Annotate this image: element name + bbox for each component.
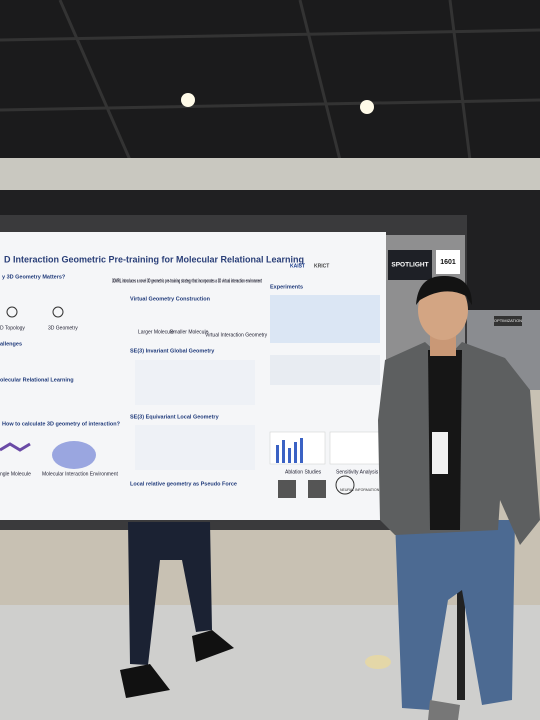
label: Sensitivity Analysis xyxy=(336,469,379,475)
heading: y 3D Geometry Matters? xyxy=(2,274,66,280)
heading: SE(3) Invariant Global Geometry xyxy=(130,348,215,354)
heading: Experiments xyxy=(270,284,303,290)
badge-text: SPOTLIGHT xyxy=(391,262,428,269)
figures xyxy=(0,295,381,498)
label: 3D Geometry xyxy=(48,325,78,331)
heading: allenges xyxy=(0,341,22,347)
visitor-legs xyxy=(120,522,234,698)
sign-text: OPTIMIZATION xyxy=(494,318,522,323)
heading: How to calculate 3D geometry of interact… xyxy=(2,421,121,427)
label: Ablation Studies xyxy=(285,469,322,475)
heading: SE(3) Equivariant Local Geometry xyxy=(130,414,220,420)
sign xyxy=(494,316,522,326)
number-box xyxy=(436,250,460,274)
presenter xyxy=(378,275,540,720)
label: ngle Molecule xyxy=(0,471,31,477)
heading: Local relative geometry as Pseudo Force xyxy=(130,481,237,487)
beam xyxy=(0,158,540,190)
spotlight-badge xyxy=(388,250,432,280)
ceiling xyxy=(0,0,540,160)
logo: KAIST xyxy=(290,263,305,269)
poster-number: 1601 xyxy=(440,259,456,266)
label: Molecular Interaction Environment xyxy=(42,471,118,477)
intro: 3DMRL introduces a novel 3D geometric pr… xyxy=(112,278,262,284)
ceiling-truss xyxy=(0,0,540,161)
floor-mark xyxy=(365,655,391,669)
poster-title: D Interaction Geometric Pre-training for… xyxy=(4,254,304,264)
heading: olecular Relational Learning xyxy=(0,377,74,383)
heading: Virtual Geometry Construction xyxy=(130,296,211,302)
label: D Topology xyxy=(0,325,25,331)
logo: KRICT xyxy=(314,263,329,269)
label: Larger Molecule xyxy=(138,329,174,335)
floor xyxy=(0,605,540,720)
board-pole xyxy=(457,530,465,700)
label: Virtual Interaction Geometry xyxy=(205,332,268,338)
label: Smaller Molecule xyxy=(170,329,209,335)
